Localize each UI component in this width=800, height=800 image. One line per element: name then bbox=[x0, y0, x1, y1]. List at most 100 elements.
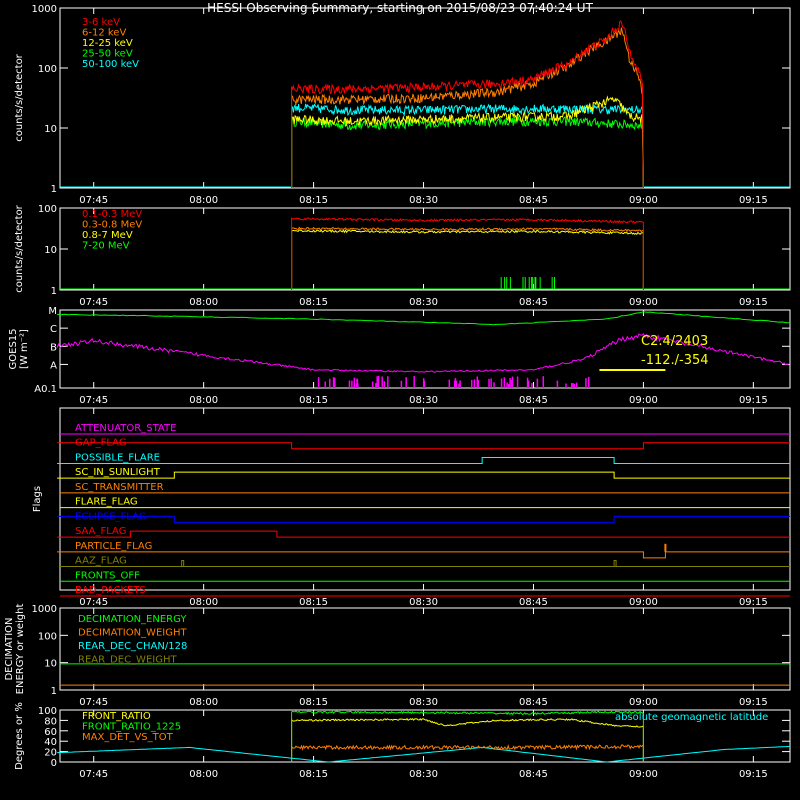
time-tick-label: 08:45 bbox=[519, 195, 548, 206]
panel-frame-5 bbox=[59, 607, 791, 691]
geomag-latitude-line bbox=[57, 745, 791, 763]
panel6-ytick-label: 60 bbox=[44, 727, 57, 738]
panel1-legend-1: 6-12 keV bbox=[82, 28, 126, 39]
time-tick-label: 08:15 bbox=[299, 297, 328, 308]
flag-line-gap-flag bbox=[57, 442, 790, 450]
time-tick-label: 08:30 bbox=[409, 597, 438, 608]
time-tick-label: 07:45 bbox=[79, 769, 108, 780]
series-line-01-03MeV bbox=[291, 217, 644, 290]
flag-label-saa-flag: SAA_FLAG bbox=[75, 526, 126, 537]
series-line-12-25keV bbox=[291, 95, 644, 189]
panel5-ytick-label: 10 bbox=[44, 659, 57, 670]
panel1-legend-2: 12-25 keV bbox=[82, 38, 133, 49]
time-tick-label: 08:45 bbox=[519, 597, 548, 608]
panel6-ytick-label: 100 bbox=[38, 706, 57, 717]
time-tick-label: 09:00 bbox=[629, 697, 658, 708]
panel-frame-4 bbox=[59, 407, 791, 591]
panel6-ytick-label: 80 bbox=[44, 716, 57, 727]
panel5-legend-0: DECIMATION_ENERGY bbox=[78, 614, 187, 625]
time-tick-label: 09:15 bbox=[739, 597, 768, 608]
panel5-ylabel2: ENERGY or weight bbox=[15, 604, 26, 695]
goes-annotation-flare: C2.4/2403 bbox=[641, 334, 708, 349]
time-tick-label: 09:00 bbox=[629, 769, 658, 780]
panel1-ytick-label: 100 bbox=[38, 64, 57, 75]
time-tick-label: 08:15 bbox=[299, 395, 328, 406]
series-line-3-6keV bbox=[291, 20, 644, 189]
aaz-bump bbox=[181, 560, 185, 567]
panel1-ytick-label: 1 bbox=[51, 184, 57, 195]
panel6-ytick-label: 0 bbox=[51, 758, 57, 769]
goes-annotation-position: -112./-354 bbox=[641, 353, 709, 368]
panel1-legend-3: 25-50 keV bbox=[82, 49, 133, 60]
panel-frame-6 bbox=[59, 709, 791, 763]
time-tick-label: 08:30 bbox=[409, 195, 438, 206]
flag-line-eclipse-flag bbox=[57, 515, 790, 523]
flag-label-sc-transmitter: SC_TRANSMITTER bbox=[75, 482, 164, 493]
flag-line-sc-in-sunlight bbox=[57, 471, 790, 479]
time-tick-label: 08:45 bbox=[519, 395, 548, 406]
flag-line-saa-flag bbox=[57, 530, 790, 538]
panel2-ytick-label: 1 bbox=[51, 286, 57, 297]
time-tick-label: 09:15 bbox=[739, 195, 768, 206]
panel2-legend-2: 0.8-7 MeV bbox=[82, 230, 133, 241]
panel-frame-3 bbox=[59, 309, 791, 389]
goes-long-line bbox=[57, 311, 791, 326]
time-tick-label: 07:45 bbox=[79, 597, 108, 608]
series-line-03-08MeV bbox=[291, 226, 644, 290]
time-tick-label: 09:15 bbox=[739, 697, 768, 708]
flag-label-aaz-flag: AAZ_FLAG bbox=[75, 556, 127, 567]
panel3-ytick-label: C bbox=[50, 324, 57, 335]
time-tick-label: 08:00 bbox=[189, 395, 218, 406]
time-tick-label: 08:15 bbox=[299, 769, 328, 780]
panel4-ylabel: Flags bbox=[32, 486, 43, 512]
flag-label-bad-packets: BAD_PACKETS bbox=[75, 585, 146, 596]
time-tick-label: 08:30 bbox=[409, 697, 438, 708]
panel5-ytick-label: 1000 bbox=[32, 604, 57, 615]
panel5-legend-2: REAR_DEC_CHAN/128 bbox=[78, 641, 187, 652]
flag-label-sc-in-sunlight: SC_IN_SUNLIGHT bbox=[75, 467, 161, 478]
time-tick-label: 09:15 bbox=[739, 395, 768, 406]
flag-label-possible-flare: POSSIBLE_FLARE bbox=[75, 452, 160, 463]
panel6-legend-0: FRONT_RATIO bbox=[82, 711, 151, 722]
time-tick-label: 08:45 bbox=[519, 297, 548, 308]
time-tick-label: 07:45 bbox=[79, 195, 108, 206]
panel5-legend-1: DECIMATION_WEIGHT bbox=[78, 628, 187, 639]
time-tick-label: 08:00 bbox=[189, 195, 218, 206]
flag-line-possible-flare bbox=[57, 456, 790, 464]
panel1-legend-4: 50-100 keV bbox=[82, 59, 139, 70]
time-tick-label: 08:30 bbox=[409, 769, 438, 780]
series-line-6-12keV bbox=[291, 27, 644, 189]
time-tick-label: 08:30 bbox=[409, 297, 438, 308]
panel1-legend-0: 3-6 keV bbox=[82, 17, 120, 28]
ratio-line-0 bbox=[291, 717, 644, 762]
time-tick-label: 08:15 bbox=[299, 697, 328, 708]
panel3-ytick-label: M bbox=[48, 306, 57, 317]
time-tick-label: 09:00 bbox=[629, 195, 658, 206]
time-tick-label: 09:00 bbox=[629, 597, 658, 608]
time-tick-label: 09:00 bbox=[629, 297, 658, 308]
time-tick-label: 07:45 bbox=[79, 697, 108, 708]
time-tick-label: 08:30 bbox=[409, 395, 438, 406]
panel3-ytick-label: B bbox=[50, 342, 57, 353]
time-tick-label: 07:45 bbox=[79, 297, 108, 308]
panel1-ylabel: counts/s/detector bbox=[14, 53, 25, 141]
series-line-50-100keV bbox=[291, 103, 644, 189]
panel5-ylabel: DECIMATION bbox=[4, 617, 15, 680]
flag-label-particle-flag: PARTICLE_FLAG bbox=[75, 541, 152, 552]
time-tick-label: 08:00 bbox=[189, 297, 218, 308]
time-tick-label: 08:15 bbox=[299, 195, 328, 206]
aaz-bump bbox=[613, 560, 617, 567]
panel6-legend-3: absolute geomagnetic latitude bbox=[615, 712, 768, 723]
panel2-ytick-label: 100 bbox=[38, 204, 57, 215]
flag-label-attenuator-state: ATTENUATOR_STATE bbox=[75, 423, 176, 434]
series-line-25-50keV bbox=[291, 115, 644, 189]
time-tick-label: 07:45 bbox=[79, 395, 108, 406]
flag-label-fronts-off: FRONTS_OFF bbox=[75, 570, 140, 581]
panel2-legend-1: 0.3-0.8 MeV bbox=[82, 220, 142, 231]
ratio-line-2 bbox=[291, 744, 644, 762]
panel6-legend-2: MAX_DET_VS_TOT bbox=[82, 732, 174, 743]
panel2-legend-3: 7-20 MeV bbox=[82, 241, 130, 252]
panel5-legend-3: REAR_DEC_WEIGHT bbox=[78, 655, 177, 666]
time-tick-label: 08:00 bbox=[189, 769, 218, 780]
